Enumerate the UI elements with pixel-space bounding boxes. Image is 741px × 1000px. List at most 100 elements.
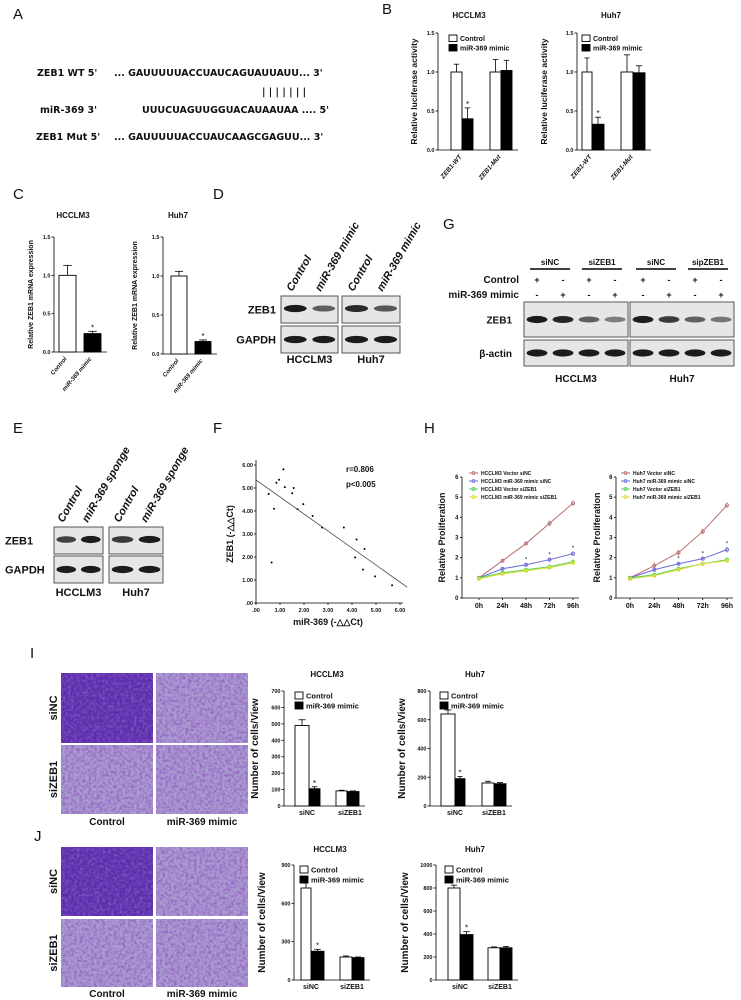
cell-stain-texture [61,745,153,814]
x-tick-label: 6.00 [395,608,406,614]
y-tick-label: 600 [417,718,426,724]
y-tick-label: 0 [609,596,613,602]
panel-label-f: F [213,420,222,437]
micrograph-row-label: siNC [48,695,60,720]
significance-star: * [91,323,94,332]
condition-mark: + [612,290,617,300]
y-tick-label: 400 [423,932,432,938]
bar [308,788,321,807]
panel-label-c: C [13,186,24,203]
protein-band [526,349,548,357]
significance-star: * [572,546,575,552]
cell-line-label: Huh7 [670,374,695,385]
x-tick-label: siZEB1 [482,810,506,817]
data-marker [676,561,681,566]
protein-band [373,305,398,312]
legend-marker [471,495,476,499]
chart-title: HCCLM3 [452,11,486,20]
x-tick-label: 0h [626,603,634,610]
bar [461,118,474,151]
protein-band [344,335,369,344]
data-point [282,468,285,471]
legend-label: miR-369 mimic [311,876,364,885]
y-tick-label: 200 [423,955,432,961]
y-axis-label: Relative luciferase activity [409,38,419,145]
lane-label: Control [346,253,376,294]
data-marker [676,550,681,555]
protein-band [658,349,680,357]
micrograph-column-label: miR-369 mimic [167,817,238,828]
chart-title: Huh7 [168,211,189,220]
y-tick-label: 600 [281,901,290,907]
legend-label: Control [460,36,485,43]
micrograph-column-label: miR-369 mimic [167,989,238,1000]
y-tick-label: 200 [417,775,426,781]
protein-band [56,565,77,574]
condition-mark: - [588,290,591,300]
bar [83,333,102,353]
significance-star: * [548,553,551,559]
legend-label: Control [451,692,478,701]
lane-label: miR-369 mimic [375,220,424,293]
y-tick-label: 5 [609,495,613,501]
y-tick-label: 600 [423,909,432,915]
cell-line-label: HCCLM3 [287,354,333,366]
protein-band [684,349,706,357]
legend-label: Huh7 Vector siNC [633,471,675,477]
data-point [270,561,273,564]
data-point [273,507,275,510]
p-value: p<0.005 [346,480,376,489]
data-marker [725,503,730,508]
legend-label: Control [456,866,483,875]
x-tick-label: 4.00 [347,608,358,614]
y-tick-label: 1.0 [152,274,160,280]
y-tick-label: 2 [455,556,459,562]
y-tick-label: 300 [281,940,290,946]
data-marker [628,576,633,581]
y-axis-label: Number of cells/View [400,872,411,973]
y-tick-label: 900 [281,863,290,869]
cell-stain-texture [156,847,248,916]
legend-swatch [444,865,454,874]
x-tick-label: .00 [252,608,260,614]
zeb1-wt-label: ZEB1 WT 5' [37,68,97,79]
protein-band [710,316,732,323]
x-tick-label: 48h [672,603,684,610]
y-tick-label: 300 [271,755,280,761]
mir369-sequence: UUUCUAGUUGGUACAUAAUAA .... 5' [142,105,329,116]
x-tick-label: ZEB1-Mut [477,153,503,182]
y-tick-label: 1.5 [566,31,574,37]
legend-swatch [448,44,458,52]
y-tick-label: 600 [271,705,280,711]
protein-band [138,535,161,544]
zeb1-wt-sequence: ... GAUUUUUACCUAUCAGUAUUAUU... 3' [114,68,323,79]
condition-mark: - [694,290,697,300]
data-marker [476,576,481,581]
y-tick-label: 400 [417,747,426,753]
y-tick-label: 500 [271,722,280,728]
data-point [374,575,377,578]
legend-swatch [294,691,304,700]
protein-band [312,335,336,344]
y-tick-label: 0 [287,978,290,984]
significance-star: * [458,769,461,778]
cell-stain-texture [61,919,153,987]
protein-band [658,316,680,323]
y-tick-label: 0.5 [427,109,435,115]
y-tick-label: 700 [271,689,280,695]
y-tick-label: 0.5 [152,313,160,319]
legend-swatch [439,691,449,700]
data-marker [700,556,705,561]
legend-swatch [444,875,454,884]
base-pairing-lines: | | | | | | | [262,87,306,98]
legend-label: Control [593,36,618,43]
protein-band [111,536,134,543]
bar [450,71,463,151]
data-marker [725,558,730,563]
y-tick-label: 6 [609,475,613,481]
y-tick-label: 0.5 [43,312,51,318]
legend-swatch [448,34,458,42]
data-marker [500,566,505,571]
y-tick-label: 2.00 [242,555,253,561]
condition-label: Control [483,275,519,286]
